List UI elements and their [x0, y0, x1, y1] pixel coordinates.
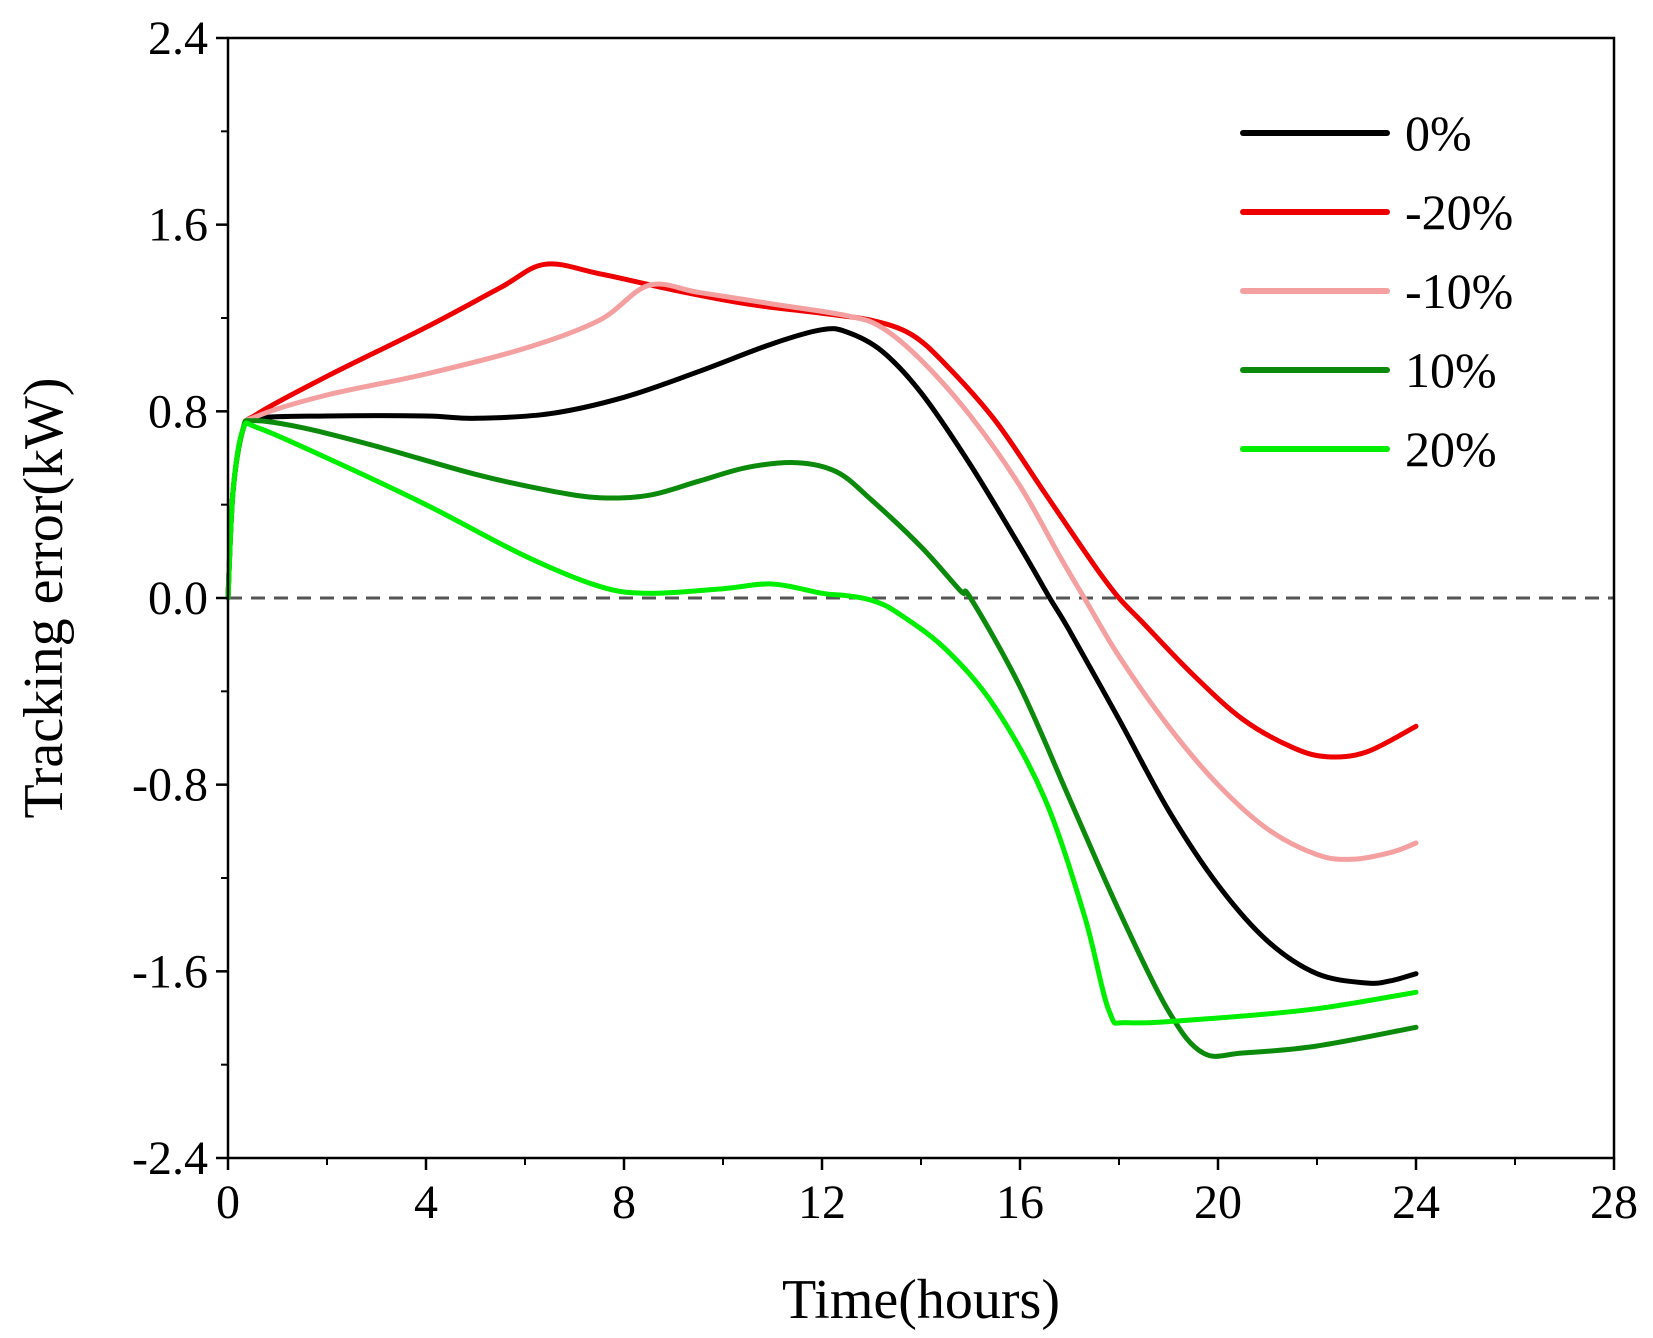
y-axis-ticks: -2.4 -1.6 -0.8 0.0 0.8 1.6 2.4	[132, 12, 228, 1185]
y-tick-label: -0.8	[132, 759, 208, 812]
series-line-20pct	[225, 420, 1419, 1026]
legend-label-20pct: 20%	[1405, 421, 1497, 477]
x-tick-label: 8	[612, 1176, 636, 1229]
series-line-minus20pct	[225, 261, 1419, 760]
y-tick-label: 0.0	[148, 572, 208, 625]
x-tick-label: 24	[1392, 1176, 1440, 1229]
x-tick-label: 0	[216, 1176, 240, 1229]
y-tick-label: 1.6	[148, 199, 208, 252]
x-axis-title: Time(hours)	[782, 1269, 1060, 1331]
y-tick-label: -2.4	[132, 1132, 208, 1185]
legend-label-minus10pct: -10%	[1405, 263, 1513, 319]
x-tick-label: 4	[414, 1176, 438, 1229]
legend-label-0pct: 0%	[1405, 105, 1472, 161]
legend-label-minus20pct: -20%	[1405, 184, 1513, 240]
y-tick-label: 0.8	[148, 385, 208, 438]
y-tick-label: 2.4	[148, 12, 208, 65]
series-line-10pct	[225, 418, 1419, 1059]
x-tick-label: 16	[996, 1176, 1044, 1229]
x-tick-label: 28	[1590, 1176, 1638, 1229]
x-tick-label: 12	[798, 1176, 846, 1229]
y-tick-label: -1.6	[132, 945, 208, 998]
x-tick-label: 20	[1194, 1176, 1242, 1229]
series-line-0pct	[225, 326, 1419, 986]
legend: 0% -20% -10% 10% 20%	[1240, 105, 1513, 477]
series-line-minus10pct	[225, 281, 1419, 862]
series-layer	[225, 261, 1419, 1059]
x-axis-ticks: 0 4 8 12 16 20 24 28	[216, 1158, 1638, 1229]
y-axis-title: Tracking error(kW)	[13, 377, 75, 818]
legend-label-10pct: 10%	[1405, 342, 1497, 398]
